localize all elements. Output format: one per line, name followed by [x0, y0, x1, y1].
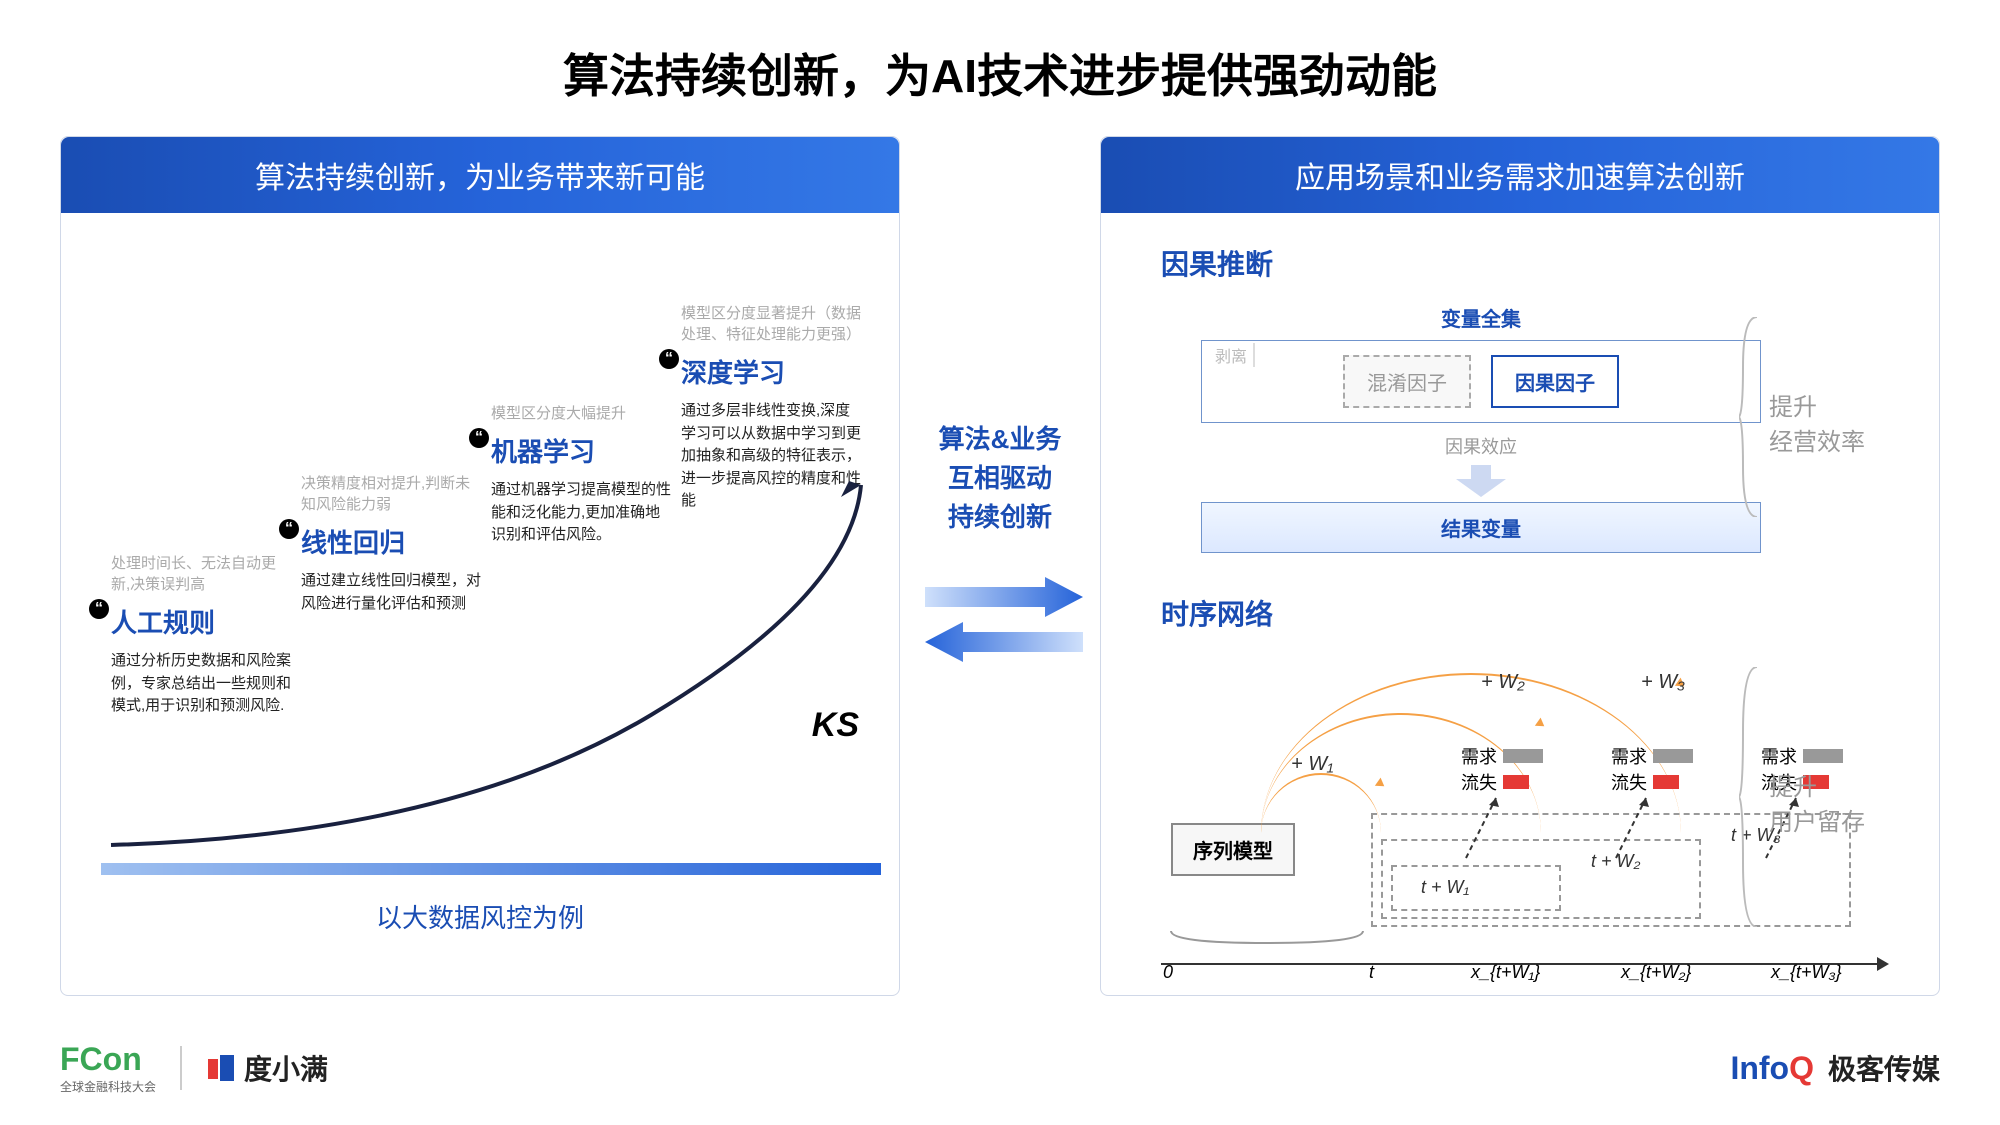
- left-panel-header: 算法持续创新，为业务带来新可能: [61, 137, 899, 213]
- dash-arrow-2: [1611, 793, 1661, 863]
- stage-3: 模型区分度显著提升（数据处理、特征处理能力更强） 深度学习通过多层非线性变换,深度…: [681, 303, 861, 513]
- ks-label: KS: [812, 706, 859, 745]
- stage-desc: 通过建立线性回归模型，对风险进行量化评估和预测: [301, 570, 481, 615]
- stage-desc: 通过分析历史数据和风险案例，专家总结出一些规则和模式,用于识别和预测风险.: [111, 650, 291, 718]
- axis-caption: 以大数据风控为例: [61, 898, 899, 935]
- stage-title: 线性回归: [301, 523, 481, 560]
- right-panel: 应用场景和业务需求加速算法创新 因果推断 剥离 变量全集 混淆因子 因果因子 因…: [1100, 136, 1940, 996]
- stage-desc: 通过机器学习提高模型的性能和泛化能力,更加准确地识别和评估风险。: [491, 479, 671, 547]
- bracket-causal-text: 提升 经营效率: [1769, 387, 1865, 457]
- stage-title: 深度学习: [681, 353, 861, 390]
- tick-t: t: [1369, 962, 1374, 983]
- result-var-box: 结果变量: [1201, 502, 1761, 553]
- stage-2: 模型区分度大幅提升机器学习通过机器学习提高模型的性能和泛化能力,更加准确地识别和…: [491, 403, 671, 547]
- w1-label: + W₁: [1291, 753, 1333, 776]
- demand-2: 需求: [1611, 743, 1693, 769]
- causal-diagram: 剥离 变量全集 混淆因子 因果因子 因果效应 结果变量: [1201, 303, 1761, 553]
- tick-xw2: x_{t+W₂}: [1621, 962, 1691, 983]
- stage-note: 决策精度相对提升,判断未知风险能力弱: [301, 473, 481, 515]
- bracket-temporal-text: 提升 用户留存: [1769, 767, 1865, 837]
- stage-title: 人工规则: [111, 603, 291, 640]
- temporal-section-title: 时序网络: [1161, 593, 1939, 633]
- bidir-arrows-icon: [915, 577, 1085, 667]
- causal-outer-box: 混淆因子 因果因子: [1201, 340, 1761, 423]
- bracket-causal: 提升 经营效率: [1769, 317, 1909, 517]
- tick-xw1: x_{t+W₁}: [1471, 962, 1540, 983]
- w3-label: + W₃: [1641, 671, 1685, 694]
- right-panel-header: 应用场景和业务需求加速算法创新: [1101, 137, 1939, 213]
- left-panel: 算法持续创新，为业务带来新可能 处理时间长、无法自动更新,决策误判高人工规则通过…: [60, 136, 900, 996]
- var-full-label: 变量全集: [1201, 303, 1761, 332]
- dash-arrow-1: [1461, 793, 1511, 863]
- infoq-logo: InfoQ 极客传媒: [1730, 1048, 1940, 1088]
- tick-xw3: x_{t+W₃}: [1771, 962, 1842, 983]
- churn-1: 流失: [1461, 769, 1529, 795]
- demand-1: 需求: [1461, 743, 1543, 769]
- stage-note: 模型区分度显著提升（数据处理、特征处理能力更强）: [681, 303, 861, 345]
- causal-section-title: 因果推断: [1161, 243, 1939, 283]
- dash-box-1: [1391, 865, 1561, 911]
- stage-1: 决策精度相对提升,判断未知风险能力弱线性回归通过建立线性回归模型，对风险进行量化…: [301, 473, 481, 615]
- tick-0: 0: [1163, 962, 1173, 983]
- stage-note: 处理时间长、无法自动更新,决策误判高: [111, 553, 291, 595]
- center-block: 算法&业务 互相驱动 持续创新: [910, 420, 1090, 672]
- stage-note: 模型区分度大幅提升: [491, 403, 671, 424]
- stage-desc: 通过多层非线性变换,深度学习可以从数据中学习到更加抽象和高级的特征表示，进一步提…: [681, 400, 861, 513]
- fcon-logo: FCon 全球金融科技大会: [60, 1041, 156, 1095]
- stage-title: 机器学习: [491, 432, 671, 469]
- stage-0: 处理时间长、无法自动更新,决策误判高人工规则通过分析历史数据和风险案例，专家总结…: [111, 553, 291, 718]
- axis-bar: [101, 863, 881, 875]
- center-text: 算法&业务 互相驱动 持续创新: [910, 420, 1090, 537]
- churn-2: 流失: [1611, 769, 1679, 795]
- dxm-logo: 度小满: [206, 1048, 328, 1088]
- bracket-temporal: 提升 用户留存: [1769, 667, 1909, 927]
- confounder-box: 混淆因子: [1343, 355, 1471, 408]
- causal-factor-box: 因果因子: [1491, 355, 1619, 408]
- main-title: 算法持续创新，为AI技术进步提供强劲动能: [0, 0, 2000, 106]
- w2-label: + W₂: [1481, 671, 1525, 694]
- tw1-label: t + W₁: [1421, 877, 1469, 898]
- peel-label: 剥离: [1215, 343, 1255, 367]
- down-arrow-icon: [1201, 465, 1761, 502]
- bracket-0-t: [1167, 923, 1367, 963]
- effect-label: 因果效应: [1201, 433, 1761, 459]
- stages-container: 处理时间长、无法自动更新,决策误判高人工规则通过分析历史数据和风险案例，专家总结…: [61, 233, 899, 873]
- dxm-icon: [206, 1053, 236, 1083]
- footer: FCon 全球金融科技大会 度小满 InfoQ 极客传媒: [0, 1041, 2000, 1095]
- divider: [180, 1046, 182, 1090]
